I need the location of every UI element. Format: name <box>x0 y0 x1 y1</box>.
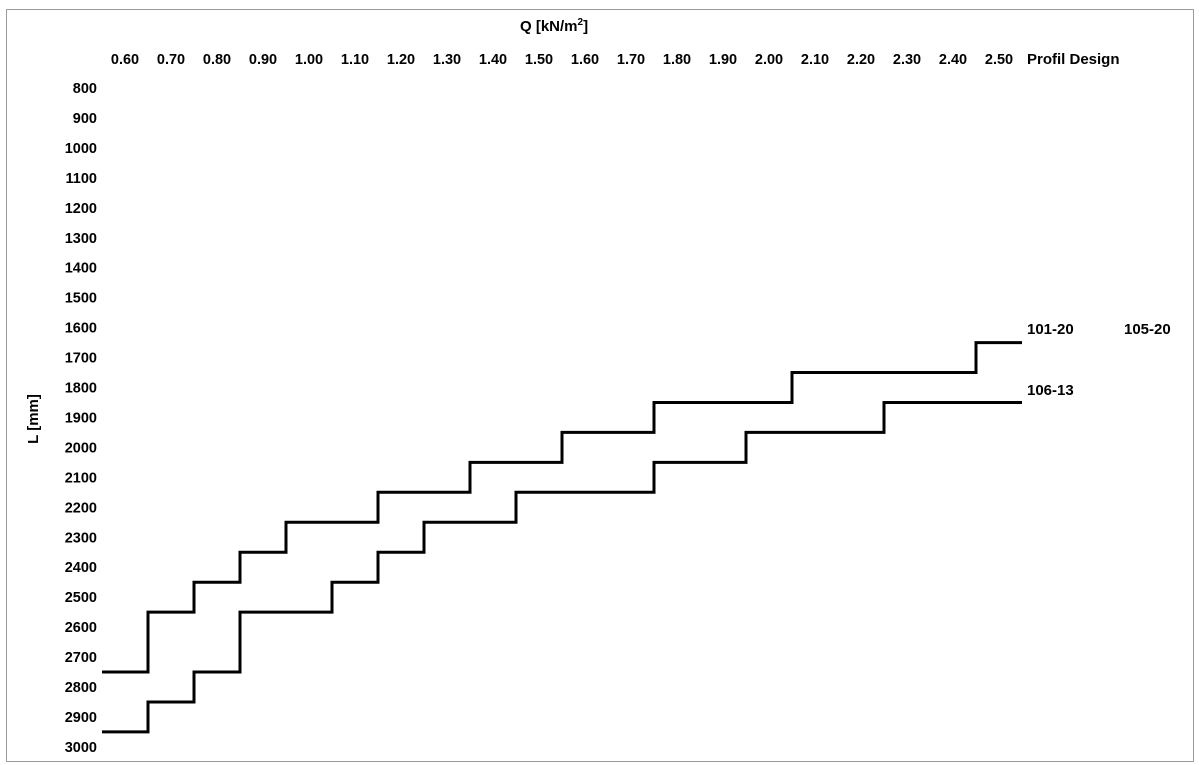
x-tick-labels: 0.60 0.70 0.80 0.90 1.00 1.10 1.20 1.30 1.40 1.50… <box>111 52 1013 68</box>
y-tick-label: 2500 <box>65 590 97 606</box>
x-tick-label: 1.30 <box>433 52 461 68</box>
y-tick-label: 3000 <box>65 740 97 756</box>
y-tick-label: 2200 <box>65 500 97 516</box>
y-tick-label: 800 <box>73 81 97 97</box>
y-tick-label: 900 <box>73 111 97 127</box>
x-tick-label: 0.90 <box>249 52 277 68</box>
y-tick-label: 1700 <box>65 351 97 367</box>
y-tick-label: 1600 <box>65 321 97 337</box>
y-tick-labels: 800 900 1000 1100 1200 1300 1400 1500 1600 1700 18… <box>65 81 97 756</box>
y-tick-label: 2400 <box>65 560 97 576</box>
x-tick-label: 2.40 <box>939 52 967 68</box>
series-line-101-20 <box>102 341 1022 674</box>
y-tick-label: 2000 <box>65 440 97 456</box>
x-tick-label: 2.50 <box>985 52 1013 68</box>
x-tick-label: 1.60 <box>571 52 599 68</box>
x-tick-label: 0.60 <box>111 52 139 68</box>
x-tick-label: 2.10 <box>801 52 829 68</box>
x-tick-label: 1.20 <box>387 52 415 68</box>
y-tick-label: 2300 <box>65 530 97 546</box>
x-tick-label: 0.70 <box>157 52 185 68</box>
y-tick-label: 2700 <box>65 650 97 666</box>
y-tick-label: 1900 <box>65 410 97 426</box>
y-tick-label: 2600 <box>65 620 97 636</box>
x-extra-header: Profil Design <box>1027 51 1120 68</box>
chart-frame <box>6 9 1194 762</box>
x-tick-label: 0.80 <box>203 52 231 68</box>
annotation-105-20: 105-20 <box>1124 321 1171 338</box>
x-tick-label: 1.70 <box>617 52 645 68</box>
y-tick-label: 1400 <box>65 261 97 277</box>
x-tick-label: 1.00 <box>295 52 323 68</box>
x-tick-label: 1.40 <box>479 52 507 68</box>
x-tick-label: 2.00 <box>755 52 783 68</box>
y-tick-label: 2900 <box>65 710 97 726</box>
y-tick-label: 1100 <box>66 171 97 187</box>
x-tick-label: 2.30 <box>893 52 921 68</box>
y-tick-label: 1500 <box>65 291 97 307</box>
y-tick-label: 1300 <box>65 231 97 247</box>
x-tick-label: 1.90 <box>709 52 737 68</box>
x-axis-title: Q [kN/m2] <box>520 17 588 35</box>
annotation-106-13: 106-13 <box>1027 382 1074 399</box>
y-tick-label: 1800 <box>65 381 97 397</box>
y-tick-label: 1000 <box>65 141 97 157</box>
x-tick-label: 1.50 <box>525 52 553 68</box>
annotation-101-20: 101-20 <box>1027 321 1074 338</box>
y-tick-label: 2100 <box>65 470 97 486</box>
x-tick-label: 1.10 <box>341 52 369 68</box>
y-axis-title: L [mm] <box>25 394 42 444</box>
series-line-106-13 <box>102 401 1022 734</box>
y-tick-label: 2800 <box>65 680 97 696</box>
series-lines <box>102 341 1022 734</box>
y-tick-label: 1200 <box>65 201 97 217</box>
x-tick-label: 1.80 <box>663 52 691 68</box>
x-tick-label: 2.20 <box>847 52 875 68</box>
